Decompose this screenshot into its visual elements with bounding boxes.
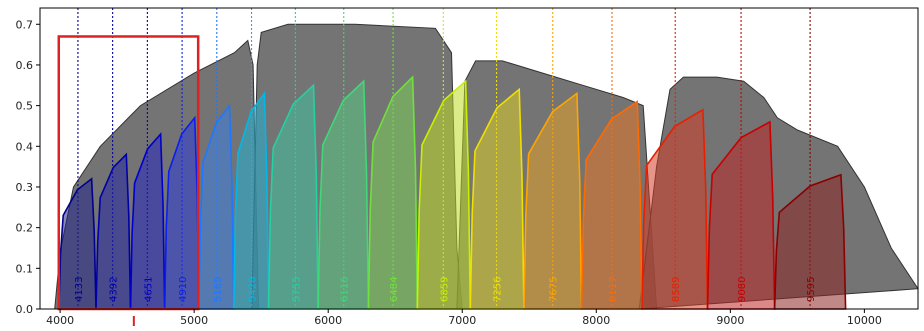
x-tick-label-9000: 9000 (716, 314, 744, 327)
filter-label-5169: 5169 (213, 277, 224, 302)
filter-label-7256: 7256 (493, 277, 504, 302)
x-tick-label-7000: 7000 (448, 314, 476, 327)
y-tick-label-0.2: 0.2 (16, 222, 34, 235)
filter-label-6484: 6484 (389, 277, 400, 302)
filter-label-7675: 7675 (549, 277, 560, 302)
y-tick-label-0.4: 0.4 (16, 140, 34, 153)
x-tick-label-8000: 8000 (582, 314, 610, 327)
axes-layer: 4000 5000 6000 7000 8000 9000 10000 0.0 0.1 0.2 0.… (16, 7, 919, 327)
filter-label-6859: 6859 (439, 277, 450, 302)
narrowband-filters-layer (57, 75, 847, 310)
x-tick-label-6000: 6000 (314, 314, 342, 327)
filter-label-9080: 9080 (737, 277, 748, 302)
filter-label-5755: 5755 (291, 277, 302, 302)
y-tick-label-0.7: 0.7 (16, 18, 34, 31)
filter-label-4910: 4910 (178, 277, 189, 302)
y-tick-label-0.1: 0.1 (16, 262, 34, 275)
y-tick-label-0.3: 0.3 (16, 181, 34, 194)
x-tick-label-5000: 5000 (180, 314, 208, 327)
filter-curve-9080 (706, 120, 776, 310)
filter-label-5428: 5428 (248, 277, 259, 302)
filter-label-4392: 4392 (109, 277, 120, 302)
x-tick-label-4000: 4000 (46, 314, 74, 327)
plot-frame (39, 7, 919, 310)
filter-label-4651: 4651 (143, 277, 154, 302)
filter-label-4133: 4133 (74, 277, 85, 302)
filter-curve-9595 (773, 173, 847, 310)
filter-label-6116: 6116 (340, 277, 351, 302)
x-tick-label-10000: 10000 (847, 314, 882, 327)
filter-label-8117: 8117 (608, 277, 619, 302)
filter-label-8589: 8589 (671, 277, 682, 302)
y-tick-label-0.6: 0.6 (16, 59, 34, 72)
y-tick-label-0.5: 0.5 (16, 100, 34, 113)
filter-labels-layer: 4133 4392 4651 4910 5169 5428 5755 6116 6484 6859… (74, 277, 817, 302)
filter-label-9595: 9595 (806, 277, 817, 302)
y-tick-label-0.0: 0.0 (16, 303, 34, 316)
